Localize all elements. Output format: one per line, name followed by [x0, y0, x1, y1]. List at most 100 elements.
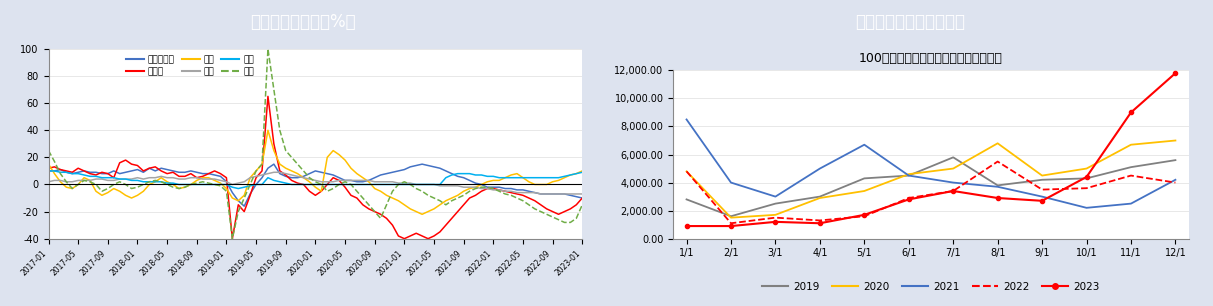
2023 — [724, 224, 739, 228]
Line: 新开工: 新开工 — [49, 96, 582, 239]
2022 — [946, 189, 961, 193]
竣工 — [415, 212, 429, 216]
竣工 — [355, 176, 370, 180]
2020 — [1168, 139, 1183, 142]
2019 — [813, 195, 827, 198]
Line: 2022: 2022 — [687, 162, 1175, 223]
2020 — [858, 189, 872, 193]
2022 — [858, 215, 872, 218]
销售 — [226, 237, 240, 241]
2019 — [1168, 158, 1183, 162]
Line: 2023: 2023 — [684, 71, 1178, 228]
竣工 — [575, 169, 590, 173]
施工 — [41, 180, 56, 184]
库存 — [166, 181, 181, 185]
新开工 — [361, 207, 376, 211]
竣工 — [503, 173, 518, 177]
新开工 — [177, 174, 192, 178]
2023 — [1123, 110, 1138, 114]
2023 — [901, 198, 916, 201]
2022 — [990, 160, 1004, 163]
新开发投资 — [237, 204, 251, 208]
新开工 — [569, 203, 583, 207]
2020 — [1123, 143, 1138, 147]
销售 — [177, 185, 192, 189]
2020 — [946, 167, 961, 170]
2022 — [679, 170, 694, 173]
2019 — [1080, 177, 1094, 180]
2023 — [679, 224, 694, 228]
库存 — [41, 169, 56, 173]
竣工 — [166, 183, 181, 186]
库存 — [230, 187, 245, 190]
施工 — [575, 192, 590, 196]
施工 — [534, 192, 548, 196]
Line: 新开发投资: 新开发投资 — [49, 164, 582, 206]
Legend: 2019, 2020, 2021, 2022, 2023: 2019, 2020, 2021, 2022, 2023 — [758, 278, 1104, 296]
2021 — [901, 174, 916, 177]
2019 — [858, 177, 872, 180]
2020 — [768, 213, 782, 217]
新开工 — [107, 176, 121, 180]
竣工 — [107, 187, 121, 190]
Line: 销售: 销售 — [49, 49, 582, 239]
新开工 — [166, 170, 181, 174]
新开发投资 — [503, 187, 518, 190]
2022 — [813, 218, 827, 222]
Text: 房地产分项指标（%）: 房地产分项指标（%） — [250, 13, 357, 31]
2019 — [768, 202, 782, 205]
销售 — [166, 185, 181, 189]
Line: 竣工: 竣工 — [49, 130, 582, 214]
Line: 库存: 库存 — [49, 171, 582, 188]
2020 — [679, 170, 694, 173]
施工 — [177, 177, 192, 181]
2023 — [1035, 199, 1049, 203]
2022 — [1080, 186, 1094, 190]
施工 — [166, 176, 181, 180]
施工 — [107, 179, 121, 182]
销售 — [41, 149, 56, 152]
竣工 — [261, 129, 275, 132]
2023 — [990, 196, 1004, 200]
施工 — [569, 192, 583, 196]
2019 — [946, 155, 961, 159]
2020 — [1035, 174, 1049, 177]
销售 — [261, 47, 275, 51]
2021 — [813, 167, 827, 170]
2023 — [858, 213, 872, 217]
Line: 2020: 2020 — [687, 140, 1175, 218]
库存 — [177, 183, 192, 186]
2021 — [1168, 178, 1183, 181]
施工 — [497, 189, 512, 193]
2019 — [1035, 178, 1049, 181]
2023 — [1080, 175, 1094, 179]
销售 — [575, 203, 590, 207]
2021 — [1080, 206, 1094, 210]
2022 — [1123, 174, 1138, 177]
施工 — [355, 179, 370, 182]
2022 — [1168, 181, 1183, 185]
2020 — [990, 141, 1004, 145]
2020 — [1080, 167, 1094, 170]
竣工 — [41, 162, 56, 166]
新开发投资 — [267, 162, 281, 166]
库存 — [563, 173, 577, 177]
销售 — [503, 193, 518, 197]
新开发投资 — [177, 170, 192, 174]
2019 — [1123, 165, 1138, 169]
新开发投资 — [107, 169, 121, 173]
施工 — [267, 170, 281, 174]
2021 — [1035, 195, 1049, 198]
2022 — [724, 222, 739, 225]
新开工 — [41, 166, 56, 170]
竣工 — [569, 172, 583, 175]
2020 — [901, 172, 916, 176]
竣工 — [177, 185, 192, 189]
Line: 2021: 2021 — [687, 119, 1175, 208]
2019 — [679, 198, 694, 201]
2021 — [724, 181, 739, 185]
新开发投资 — [361, 179, 376, 182]
Legend: 新开发投资, 新开工, 竣工, 施工, 库存, 销售: 新开发投资, 新开工, 竣工, 施工, 库存, 销售 — [123, 52, 257, 80]
2023 — [946, 189, 961, 193]
新开工 — [261, 95, 275, 98]
